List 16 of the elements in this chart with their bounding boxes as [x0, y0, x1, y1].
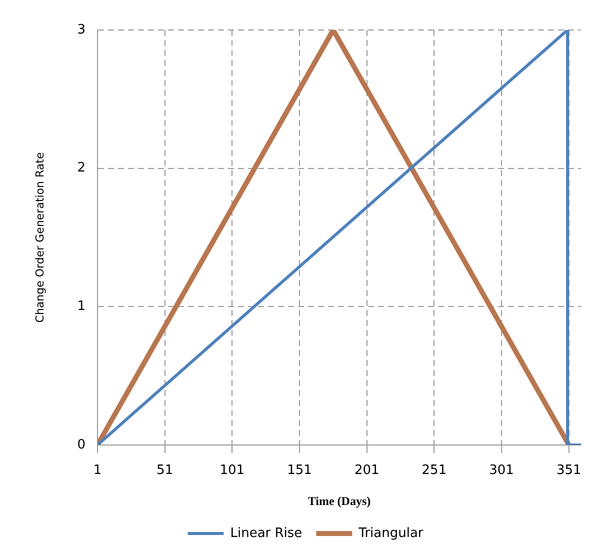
y-tick-label: 2 [77, 160, 86, 176]
y-tick-label: 0 [77, 437, 86, 452]
x-tick-label: 301 [489, 463, 514, 478]
y-axis-title: Change Order Generation Rate [33, 152, 46, 323]
x-tick-label: 201 [354, 463, 380, 478]
x-tick-label: 51 [156, 463, 174, 478]
x-tick-label: 101 [220, 463, 245, 478]
legend-label: Triangular [358, 526, 424, 541]
y-tick-label: 1 [77, 299, 86, 314]
x-tick-label: 251 [422, 463, 447, 478]
x-axis-title: Time (Days) [308, 494, 371, 508]
y-tick-label: 3 [77, 22, 86, 38]
x-tick-label: 351 [556, 463, 582, 478]
legend-label: Linear Rise [230, 526, 302, 541]
x-tick-label: 1 [93, 463, 102, 478]
x-tick-label: 151 [287, 463, 312, 478]
